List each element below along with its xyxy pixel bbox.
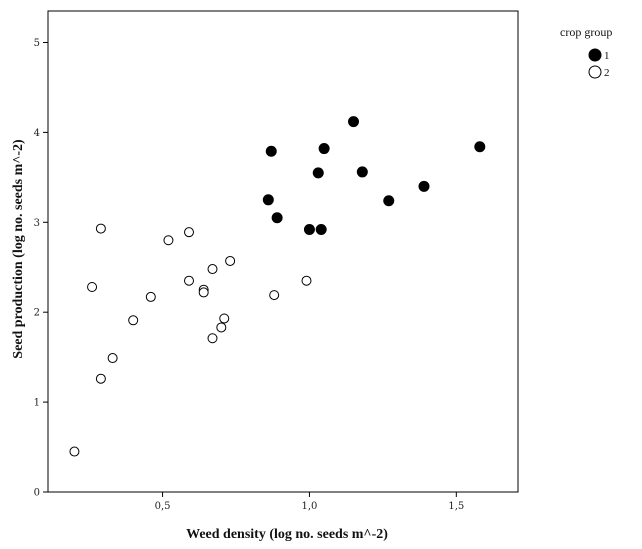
x-tick-label: 1,5 [448,501,464,512]
axes: 0 1 2 3 4 5 0,5 1,0 1,5 [34,10,519,512]
data-point [271,212,283,224]
data-point [219,313,230,324]
y-tick-label: 3 [34,218,40,229]
data-point [184,275,194,286]
y-tick-label: 4 [34,128,40,139]
data-point [207,333,218,344]
data-point [163,235,174,246]
data-point [303,223,315,235]
data-point [95,373,106,384]
legend-label: 1 [604,50,610,62]
data-point [348,116,359,128]
series-2 [69,223,312,457]
data-point [315,223,327,235]
data-point [69,446,80,457]
x-axis-label: Weed density (log no. seeds m^-2) [186,527,388,542]
data-point [95,223,106,234]
data-point [301,275,312,286]
legend: crop group 1 2 [560,25,612,79]
data-point [207,264,218,275]
data-point [318,143,330,155]
y-tick-label: 5 [34,38,40,49]
data-point [216,322,227,333]
data-point [128,315,139,326]
plot-frame [47,10,519,493]
data-point [383,195,395,207]
series-1 [262,116,486,235]
data-point [356,166,368,178]
data-point [262,194,274,206]
y-tick-label: 1 [34,398,40,409]
data-point [107,353,118,364]
y-axis-label: Seed production (log no. seeds m^-2) [11,139,26,359]
legend-marker [588,48,602,62]
legend-marker [588,65,602,79]
legend-label: 2 [604,67,610,79]
data-point [474,141,486,153]
data-point [265,145,277,157]
data-point [87,282,98,293]
data-point [312,167,324,179]
legend-title: crop group [560,25,612,39]
data-point [418,180,430,192]
x-tick-label: 0,5 [155,501,171,512]
y-tick-label: 2 [34,308,40,319]
data-point [145,291,156,302]
y-tick-label: 0 [34,488,40,499]
x-tick-label: 1,0 [301,501,317,512]
data-point [184,227,194,238]
data-point [225,255,236,266]
data-point [198,287,209,298]
data-point [269,290,280,301]
plot-area [69,116,486,457]
